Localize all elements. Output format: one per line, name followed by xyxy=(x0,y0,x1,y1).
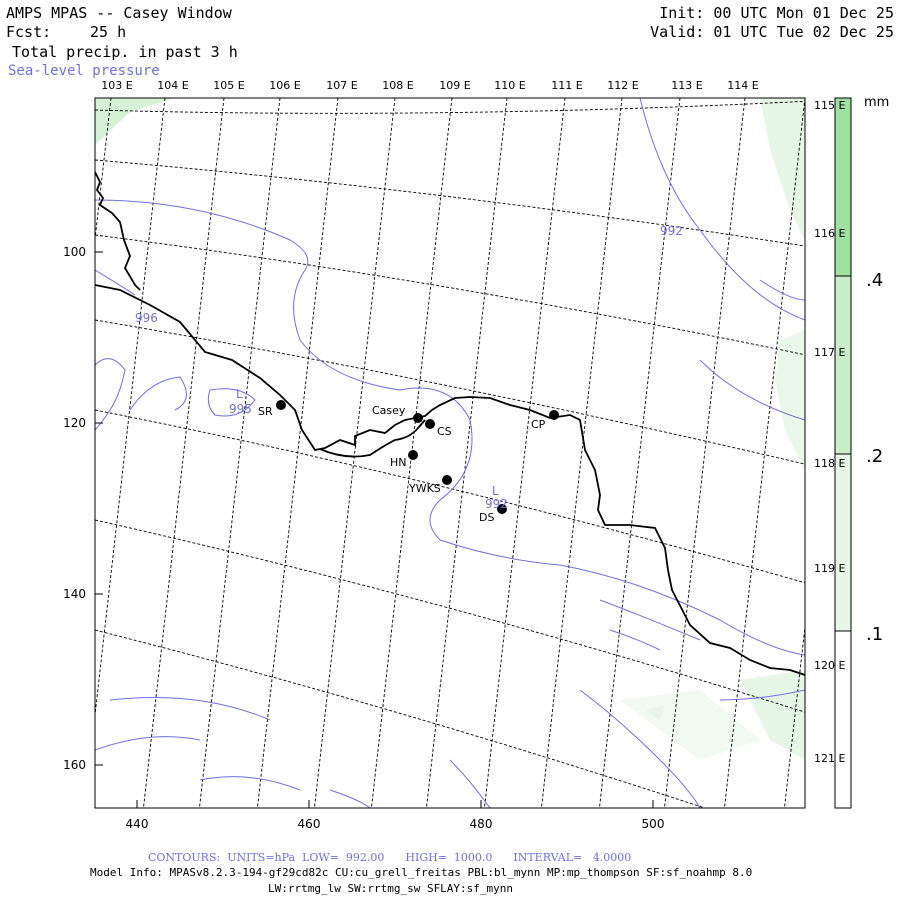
colorbar-level-04: .4 xyxy=(866,270,883,291)
y-tick-140: 140 xyxy=(63,587,86,601)
low-marker-2: L xyxy=(492,484,499,498)
colorbar-segment-mid xyxy=(835,276,851,454)
x-tick-480: 480 xyxy=(470,817,493,831)
latitude-labels: 115 E 116 E 117 E 118 E 119 E 120 E 121 … xyxy=(814,99,845,765)
lon-label-114: 114 E xyxy=(727,79,758,92)
contour-labels: 992 996 L 995 L 992 xyxy=(135,224,683,511)
station-markers xyxy=(276,400,559,514)
station-sr-marker xyxy=(276,400,286,410)
colorbar-level-01: .1 xyxy=(866,624,883,645)
lat-label-120: 120 E xyxy=(814,659,845,672)
lat-label-117: 117 E xyxy=(814,346,845,359)
station-cp-label: CP xyxy=(531,418,546,431)
lat-label-119: 119 E xyxy=(814,562,845,575)
contour-label-996: 996 xyxy=(135,311,158,325)
lon-label-109: 109 E xyxy=(439,79,470,92)
lon-label-111: 111 E xyxy=(551,79,582,92)
x-axis-labels: 440 460 480 500 xyxy=(126,817,665,831)
lat-label-116: 116 E xyxy=(814,227,845,240)
colorbar-labels: .4 .2 .1 xyxy=(866,270,883,645)
valid-time: Valid: 01 UTC Tue 02 Dec 25 xyxy=(650,23,894,41)
lat-label-121: 121 E xyxy=(814,752,845,765)
lon-label-108: 108 E xyxy=(382,79,413,92)
station-ywks-label: YWKS xyxy=(408,482,441,495)
lon-label-107: 107 E xyxy=(326,79,357,92)
station-cs-label: CS xyxy=(437,425,452,438)
model-info: Model Info: MPASv8.2.3-194-gf29cd82c CU:… xyxy=(90,866,753,879)
lon-label-110: 110 E xyxy=(494,79,525,92)
x-tick-440: 440 xyxy=(126,817,149,831)
colorbar xyxy=(834,97,852,809)
contour-label-992: 992 xyxy=(660,224,683,238)
lon-label-103: 103 E xyxy=(101,79,132,92)
model-info-physics: LW:rrtmg_lw SW:rrtmg_sw SFLAY:sf_mynn xyxy=(268,882,514,895)
low-value-1: 995 xyxy=(229,402,252,416)
slp-contours xyxy=(95,98,805,808)
low-marker-1: L xyxy=(236,387,243,401)
longitude-labels: 103 E 104 E 105 E 106 E 107 E 108 E 109 … xyxy=(101,79,758,92)
colorbar-segment-heavy xyxy=(835,98,851,276)
station-hn-marker xyxy=(408,450,418,460)
x-tick-500: 500 xyxy=(642,817,665,831)
y-axis-labels: 100 120 140 160 xyxy=(63,245,86,772)
overlay-name: Sea-level pressure xyxy=(8,63,160,79)
colorbar-segment-light xyxy=(835,454,851,631)
contour-info: CONTOURS: UNITS=hPa LOW= 992.00 HIGH= 10… xyxy=(148,851,632,864)
colorbar-level-02: .2 xyxy=(866,446,883,467)
colorbar-units: mm xyxy=(864,95,889,110)
y-tick-160: 160 xyxy=(63,758,86,772)
init-time: Init: 00 UTC Mon 01 Dec 25 xyxy=(659,4,894,22)
forecast-hour: 25 h xyxy=(90,23,127,41)
colorbar-frame xyxy=(834,97,852,809)
station-cs-marker xyxy=(425,419,435,429)
graticule xyxy=(95,98,805,808)
station-casey-label: Casey xyxy=(372,404,406,417)
forecast-label: Fcst: xyxy=(6,23,52,41)
station-casey-marker xyxy=(413,413,423,423)
lon-label-106: 106 E xyxy=(269,79,300,92)
plot-title: AMPS MPAS -- Casey Window xyxy=(6,4,232,22)
coastline xyxy=(95,171,805,676)
axis-ticks xyxy=(95,251,654,808)
station-labels: SR Casey CS CP HN YWKS DS xyxy=(258,404,546,524)
lon-label-112: 112 E xyxy=(607,79,638,92)
colorbar-segment-none xyxy=(835,631,851,808)
station-sr-label: SR xyxy=(258,405,273,418)
field-name: Total precip. in past 3 h xyxy=(12,43,238,61)
station-ds-label: DS xyxy=(479,511,494,524)
plot-frame xyxy=(94,97,806,809)
y-tick-100: 100 xyxy=(63,245,86,259)
lon-label-113: 113 E xyxy=(671,79,702,92)
y-tick-120: 120 xyxy=(63,416,86,430)
x-tick-460: 460 xyxy=(298,817,321,831)
lat-label-118: 118 E xyxy=(814,457,845,470)
precip-shading xyxy=(95,98,805,760)
station-hn-label: HN xyxy=(390,456,407,469)
lon-label-105: 105 E xyxy=(213,79,244,92)
lat-label-115: 115 E xyxy=(814,99,845,112)
low-value-2: 992 xyxy=(485,497,508,511)
station-ds-marker xyxy=(497,504,507,514)
station-ywks-marker xyxy=(442,475,452,485)
station-cp-marker xyxy=(549,410,559,420)
lon-label-104: 104 E xyxy=(157,79,188,92)
